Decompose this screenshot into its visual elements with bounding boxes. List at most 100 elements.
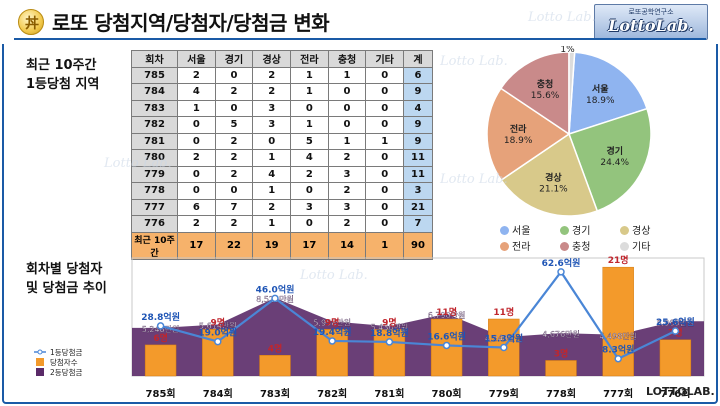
table-cell: 2 xyxy=(177,215,216,233)
watermark: Lotto Lab. xyxy=(300,268,368,283)
winner-count-bar xyxy=(316,329,348,377)
first-prize-label: 46.0억원 xyxy=(256,283,295,295)
winner-count-label: 11명 xyxy=(436,306,457,318)
table-cell: 1 xyxy=(177,99,216,117)
x-tick-label: 779회 xyxy=(489,387,519,400)
table-cell: 4 xyxy=(177,83,216,101)
table-cell: 5 xyxy=(214,116,254,134)
table-cell: 1 xyxy=(327,66,367,84)
table-row: 778 0 0 1 0 2 0 3 xyxy=(131,182,433,200)
trend-label-line1: 회차별 당첨자 xyxy=(26,262,103,277)
column-header: 서울 xyxy=(177,50,216,68)
table-cell: 0 xyxy=(365,99,405,117)
table-cell: 3 xyxy=(252,116,292,134)
table-cell: 779 xyxy=(131,165,178,183)
total-cell: 22 xyxy=(214,231,254,260)
legend-label: 2등당첨금 xyxy=(50,367,82,377)
table-row: 783 1 0 3 0 0 0 4 xyxy=(131,99,433,117)
winner-count-label: 6명 xyxy=(153,332,168,344)
table-cell: 1 xyxy=(365,132,405,150)
legend-swatch xyxy=(620,226,629,235)
first-prize-point xyxy=(671,327,680,335)
winner-count-label: 9명 xyxy=(325,316,340,328)
column-header: 전라 xyxy=(290,50,329,68)
pie-slice-label: 18.9% xyxy=(586,96,615,106)
table-cell: 2 xyxy=(327,215,367,233)
trend-label-line2: 및 당첨금 추이 xyxy=(26,281,107,296)
header-divider xyxy=(14,38,706,40)
x-tick-label: 780회 xyxy=(432,387,462,400)
table-cell: 0 xyxy=(177,165,216,183)
legend-swatch xyxy=(560,226,569,235)
column-header: 회차 xyxy=(131,50,178,68)
legend-label: 기타 xyxy=(632,242,651,253)
total-cell: 90 xyxy=(403,231,433,260)
table-cell: 783 xyxy=(131,99,178,117)
table-cell: 3 xyxy=(327,165,367,183)
legend-item: 서울 xyxy=(500,222,530,237)
first-prize-label: 25.6억원 xyxy=(656,316,695,328)
first-prize-point xyxy=(214,337,222,346)
pie-slice-name: 경상 xyxy=(545,171,562,183)
winner-count-label: 21명 xyxy=(608,254,629,266)
logo-subtitle: 로또공학연구소 xyxy=(628,8,674,16)
total-cell: 17 xyxy=(177,231,216,260)
second-prize-label: 4,676만원 xyxy=(542,330,580,339)
table-cell: 0 xyxy=(290,215,329,233)
first-prize-label: 19.4억원 xyxy=(313,326,352,338)
region-table-header: 회차 서울 경기 경상 전라 충청 기타 계 xyxy=(131,50,433,68)
table-cell: 0 xyxy=(365,116,405,134)
table-cell: 0 xyxy=(365,83,405,101)
page-title: 로또 당첨지역/당첨자/당첨금 변화 xyxy=(52,11,330,35)
pie-slice xyxy=(568,51,576,135)
region-label-line1: 최근 10주간 xyxy=(26,58,97,73)
second-prize-label: 5,958만원 xyxy=(313,318,351,327)
table-cell: 3 xyxy=(252,99,292,117)
first-prize-point xyxy=(271,294,279,303)
second-prize-label: 5,614만원 xyxy=(199,322,237,331)
logo-wordmark: LottoLab. xyxy=(608,16,694,35)
first-prize-point xyxy=(500,343,508,352)
legend-label: 당첨자수 xyxy=(50,357,78,367)
table-cell: 2 xyxy=(177,149,216,167)
legend-swatch xyxy=(36,368,44,376)
table-cell: 0 xyxy=(252,132,292,150)
legend-swatch xyxy=(620,242,629,251)
pie-slice-name: 충청 xyxy=(537,78,554,90)
legend-item: 경상 xyxy=(620,222,650,237)
x-tick-label: 784회 xyxy=(203,387,233,400)
legend-swatch xyxy=(560,242,569,251)
first-prize-label: 28.8억원 xyxy=(141,311,180,323)
x-tick-label: 783회 xyxy=(260,387,290,400)
table-cell: 9 xyxy=(403,132,433,150)
legend-swatch xyxy=(36,358,44,366)
legend-label: 1등당첨금 xyxy=(50,347,82,357)
first-prize-point xyxy=(328,337,336,345)
table-cell: 5 xyxy=(290,132,329,150)
pie-slice-name: 서울 xyxy=(592,83,609,95)
total-cell: 17 xyxy=(290,231,329,260)
watermark: Lotto Lab. xyxy=(440,54,508,69)
table-row: 779 0 2 4 2 3 0 11 xyxy=(131,165,433,183)
pie-slice xyxy=(499,51,570,136)
logo: 로또공학연구소 LottoLab. xyxy=(594,4,708,40)
table-cell: 0 xyxy=(365,215,405,233)
x-tick-label: 782회 xyxy=(317,387,347,400)
legend-swatch xyxy=(37,349,43,355)
table-cell: 0 xyxy=(214,182,254,200)
legend-item: 기타 xyxy=(620,238,650,253)
table-cell: 0 xyxy=(365,149,405,167)
first-prize-label: 8.3억원 xyxy=(602,344,635,356)
legend-swatch xyxy=(500,226,509,235)
legend-item: 경기 xyxy=(560,222,590,237)
first-prize-label: 15.3억원 xyxy=(484,333,523,345)
pie-slice xyxy=(568,51,648,136)
winner-count-bar xyxy=(202,329,234,377)
first-prize-point xyxy=(614,354,622,363)
winner-count-bar xyxy=(545,360,577,377)
first-prize-line xyxy=(160,269,676,361)
winner-count-label: 9명 xyxy=(382,316,397,328)
legend-label: 충청 xyxy=(572,242,591,253)
x-tick-label: 781회 xyxy=(374,387,404,400)
